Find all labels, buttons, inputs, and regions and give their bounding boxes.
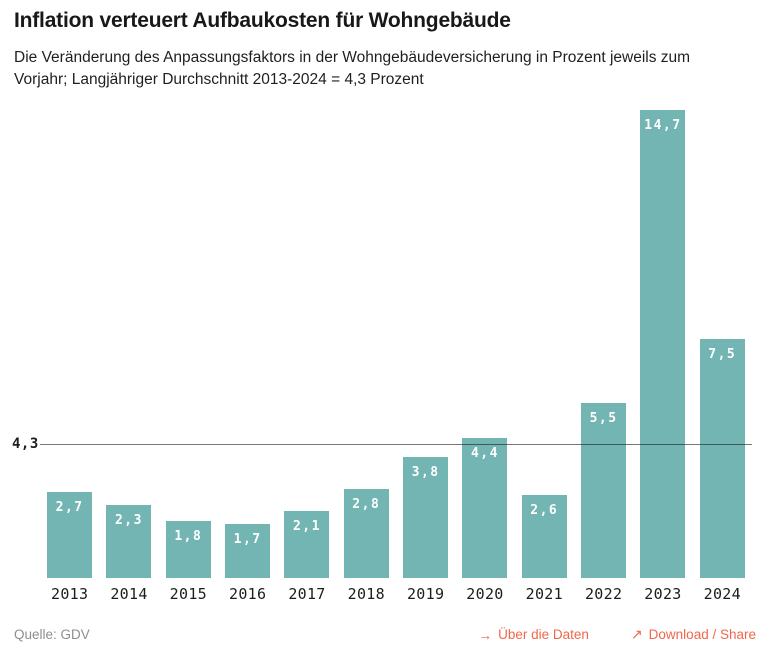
bar-column-2018: 2,8 2018 [337, 95, 396, 603]
bar-value-label: 2,1 [292, 519, 321, 534]
bars-container: 2,7 2013 2,3 2014 1,8 2015 1,7 2016 2,1 2017 2,8 20… [40, 95, 752, 603]
x-tick-label: 2021 [525, 585, 563, 603]
bar-2021[interactable]: 2,6 [521, 495, 567, 578]
footer-links: → Über die Daten ↗ Download / Share [478, 626, 756, 643]
bar-2019[interactable]: 3,8 [403, 457, 449, 578]
chart-title: Inflation verteuert Aufbaukosten für Woh… [14, 9, 511, 32]
bar-column-2019: 3,8 2019 [396, 95, 455, 603]
bar-value-label: 2,3 [114, 513, 143, 528]
x-tick-label: 2024 [703, 585, 741, 603]
bar-2020[interactable]: 4,4 [462, 438, 508, 578]
average-reference-label: 4,3 [12, 436, 39, 452]
chart-footer: Quelle: GDV → Über die Daten ↗ Download … [14, 626, 756, 643]
bar-2013[interactable]: 2,7 [47, 492, 93, 578]
bar-2023[interactable]: 14,7 [640, 110, 686, 578]
x-tick-label: 2013 [51, 585, 89, 603]
bar-value-label: 4,4 [470, 446, 499, 461]
bar-chart: 2,7 2013 2,3 2014 1,8 2015 1,7 2016 2,1 2017 2,8 20… [0, 95, 768, 603]
bar-value-label: 3,8 [411, 465, 440, 480]
chart-subtitle: Die Veränderung des Anpassungsfaktors in… [14, 49, 691, 88]
x-tick-label: 2018 [347, 585, 385, 603]
bar-column-2021: 2,6 2021 [515, 95, 574, 603]
bar-column-2016: 1,7 2016 [218, 95, 277, 603]
bar-2014[interactable]: 2,3 [106, 505, 152, 578]
about-data-link[interactable]: → Über die Daten [478, 626, 589, 643]
bar-column-2017: 2,1 2017 [277, 95, 336, 603]
download-share-link[interactable]: ↗ Download / Share [631, 626, 756, 643]
bar-column-2020: 4,4 2020 [455, 95, 514, 603]
bar-2016[interactable]: 1,7 [225, 524, 271, 578]
bar-column-2015: 1,8 2015 [159, 95, 218, 603]
arrow-right-icon: → [478, 626, 493, 643]
bar-value-label: 1,8 [174, 529, 203, 544]
bar-column-2013: 2,7 2013 [40, 95, 99, 603]
bar-value-label: 2,6 [530, 503, 559, 518]
bar-value-label: 5,5 [589, 411, 618, 426]
chart-page: Inflation verteuert Aufbaukosten für Woh… [0, 9, 768, 658]
x-tick-label: 2020 [466, 585, 504, 603]
bar-column-2022: 5,5 2022 [574, 95, 633, 603]
bar-2018[interactable]: 2,8 [343, 489, 389, 578]
bar-2015[interactable]: 1,8 [165, 521, 211, 578]
source-label: Quelle: GDV [14, 627, 90, 642]
x-tick-label: 2016 [228, 585, 267, 603]
x-tick-label: 2015 [169, 585, 207, 603]
bar-value-label: 2,8 [352, 497, 381, 512]
x-tick-label: 2017 [288, 585, 326, 603]
bar-2024[interactable]: 7,5 [699, 339, 745, 578]
bar-value-label: 1,7 [233, 532, 262, 547]
about-data-link-label: Über die Daten [498, 627, 589, 642]
arrow-up-right-icon: ↗ [630, 626, 643, 642]
bar-value-label: 14,7 [644, 118, 682, 133]
bar-column-2023: 14,7 2023 [633, 95, 692, 603]
download-share-link-label: Download / Share [648, 627, 756, 642]
x-tick-label: 2019 [406, 585, 445, 603]
bar-2022[interactable]: 5,5 [581, 403, 627, 578]
x-tick-label: 2022 [584, 585, 623, 603]
bar-column-2024: 7,5 2024 [693, 95, 752, 603]
bar-column-2014: 2,3 2014 [99, 95, 158, 603]
x-tick-label: 2023 [644, 585, 682, 603]
bar-2017[interactable]: 2,1 [284, 511, 330, 578]
bar-value-label: 2,7 [55, 500, 84, 515]
x-tick-label: 2014 [110, 585, 148, 603]
bar-value-label: 7,5 [708, 347, 737, 362]
